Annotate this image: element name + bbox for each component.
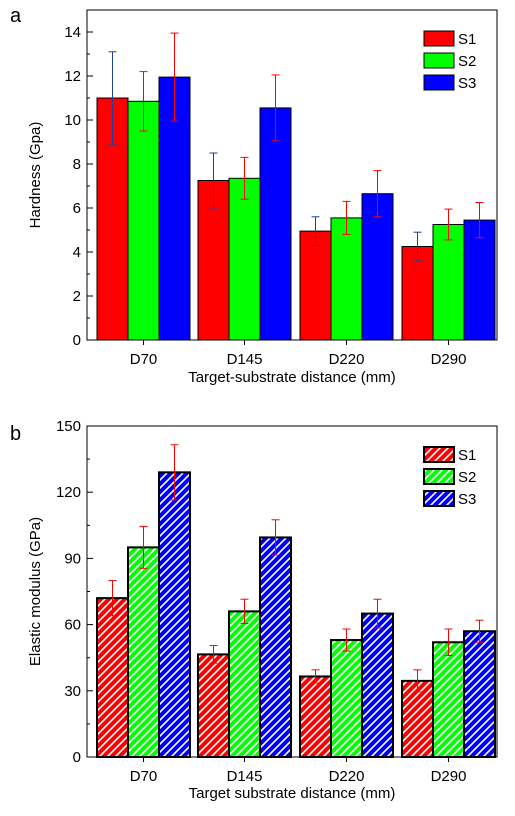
x-tick-label: D290: [431, 351, 467, 368]
panel-letter: b: [10, 423, 21, 445]
legend-label-s3: S3: [458, 491, 476, 508]
plot-frame: [86, 9, 498, 341]
bar-s3-d290: [463, 630, 496, 758]
panel-b-elastic-modulus-chart: b 0 30 60 90 120 150 D70 D145 D220 D290 Target subs…: [10, 418, 498, 802]
legend-swatch-s1: [423, 446, 455, 463]
bar-s3-d220: [361, 193, 394, 341]
x-tick-label: D70: [130, 768, 158, 785]
bar-s3-d220: [361, 612, 394, 758]
x-tick-label: D70: [130, 351, 158, 368]
bar-s1-d220: [299, 675, 332, 758]
bar-s2-d145: [228, 610, 261, 758]
y-tick-label: 30: [64, 683, 81, 700]
y-tick-label: 150: [56, 418, 81, 435]
x-tick-label: D220: [329, 768, 365, 785]
bar-s2-d290: [432, 641, 465, 759]
bar-s1-d220: [299, 230, 332, 341]
bar-s3-d70: [158, 471, 191, 758]
panel-letter: a: [10, 5, 22, 27]
y-tick-label: 60: [64, 617, 81, 634]
x-axis-title: Target-substrate distance (mm): [188, 369, 396, 386]
legend-swatch-s1: [423, 30, 455, 47]
bar-s3-d145: [259, 536, 292, 758]
y-tick-label: 120: [56, 484, 81, 501]
bar-s2-d145: [228, 177, 261, 341]
y-tick-label: 4: [73, 244, 81, 261]
y-tick-label: 0: [73, 749, 81, 766]
x-tick-label: D290: [431, 768, 467, 785]
y-tick-label: 12: [64, 68, 81, 85]
legend-label-s3: S3: [458, 75, 476, 92]
y-tick-label: 90: [64, 550, 81, 567]
bar-s3-d145: [259, 107, 292, 341]
legend-swatch-s2: [423, 52, 455, 69]
x-axis-title: Target substrate distance (mm): [189, 785, 396, 802]
legend-swatch-s2: [423, 468, 455, 485]
bar-s2-d220: [330, 639, 363, 759]
bar-s1-d145: [197, 653, 230, 759]
bar-s2-d220: [330, 217, 363, 341]
bar-s3-d290: [463, 219, 496, 341]
y-tick-label: 6: [73, 200, 81, 217]
y-tick-label: 2: [73, 288, 81, 305]
y-axis-title: Hardness (Gpa): [27, 122, 44, 229]
x-tick-label: D145: [227, 351, 263, 368]
legend-swatch-s3: [423, 490, 455, 507]
y-axis-title: Elastic modulus (GPa): [27, 517, 44, 666]
y-tick-label: 14: [64, 24, 81, 41]
legend-label-s2: S2: [458, 53, 476, 70]
x-tick-label: D145: [227, 768, 263, 785]
legend-label-s2: S2: [458, 469, 476, 486]
panel-a-hardness-chart: a 0 2 4 6 8 10 12 14 D70 D145 D220 D290 Target-substr…: [10, 5, 498, 386]
y-tick-label: 10: [64, 112, 81, 129]
bar-s2-d290: [432, 224, 465, 341]
legend-label-s1: S1: [458, 447, 476, 464]
y-tick-label: 0: [73, 332, 81, 349]
legend-swatch-s3: [423, 74, 455, 91]
bar-s2-d70: [127, 546, 160, 758]
x-tick-label: D220: [329, 351, 365, 368]
legend-label-s1: S1: [458, 31, 476, 48]
bar-s2-d70: [127, 100, 160, 341]
bar-s1-d70: [96, 597, 129, 758]
y-tick-label: 8: [73, 156, 81, 173]
